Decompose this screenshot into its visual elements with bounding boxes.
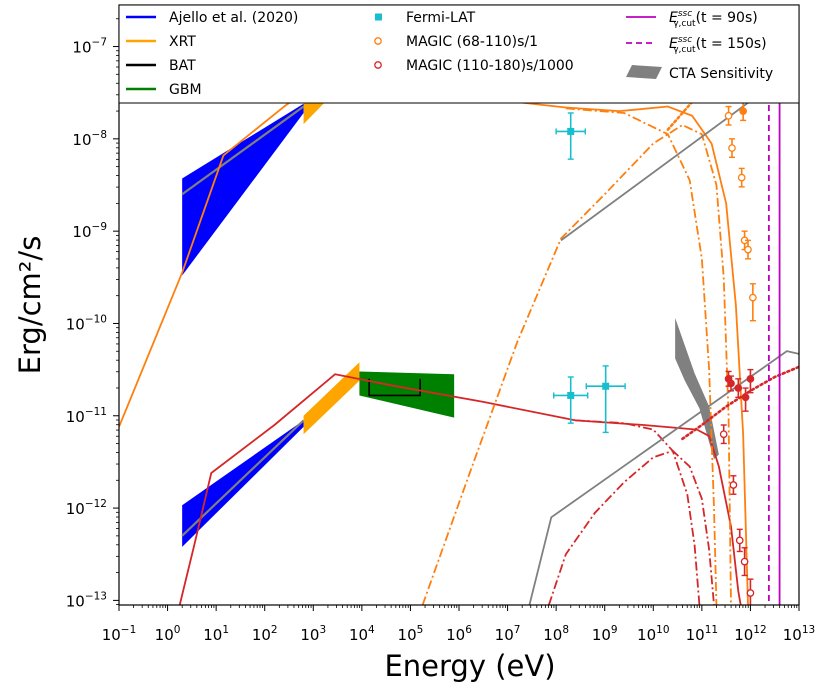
legend-xrt-label: XRT [169, 34, 196, 50]
magic1-point-6 [728, 144, 736, 152]
magic2-point-5 [719, 430, 728, 439]
y-tick-label--8: 10−8 [72, 129, 107, 149]
x-tick-label-1: 101 [203, 624, 229, 644]
magic2-point-7 [735, 536, 744, 545]
x-tick-label-8: 108 [543, 624, 569, 644]
ajello-model-line-1 [181, 419, 305, 537]
legend-fermi-label: Fermi-LAT [406, 10, 476, 26]
legend-bat-label: BAT [169, 58, 196, 74]
y-tick-label--12: 10−12 [66, 498, 107, 518]
magic1-point-9 [744, 245, 752, 254]
legend-ajello-label: Ajello et al. (2020) [169, 10, 298, 26]
x-tick-label-13: 1013 [783, 624, 815, 644]
y-tick-label--7: 10−7 [72, 37, 107, 57]
axis-ticks: 10−1 100 101 102 103 104 105 106 107 108 109 1010 10… [66, 18, 815, 644]
legend-box [118, 4, 800, 104]
series-line-6 [548, 449, 715, 605]
ajello-model-line-0 [181, 105, 305, 196]
series-line-9 [528, 350, 799, 605]
series-line-2 [565, 107, 718, 605]
legend-magic1-swatch [374, 37, 382, 45]
legend: Ajello et al. (2020) XRT BAT GBM Fermi-LAT MA… [118, 4, 800, 104]
legend-ecut150-label: Essc γ,cut(t = 150s) [669, 35, 767, 55]
magic2-point-4 [746, 374, 755, 383]
series-line-1 [178, 373, 742, 605]
x-tick-label-11: 1011 [686, 624, 718, 644]
x-tick-label-9: 109 [592, 624, 618, 644]
series-line-3 [421, 124, 732, 605]
band-ajello-upper [182, 103, 304, 276]
y-tick-label--11: 10−11 [66, 406, 107, 426]
x-tick-label-7: 107 [495, 624, 521, 644]
legend-cta-label: CTA Sensitivity [669, 66, 773, 82]
x-axis-label: Energy (eV) [384, 649, 555, 683]
fermi-point-1 [567, 391, 575, 399]
bat-bracket-1 [368, 378, 421, 397]
x-tick-label-10: 1010 [637, 624, 669, 644]
x-tick-label-12: 1012 [734, 624, 766, 644]
fermi-point-0 [567, 127, 575, 135]
x-tick-label-0: 100 [155, 624, 181, 644]
x-tick-label-3: 103 [300, 624, 326, 644]
magic1-point-10 [749, 293, 757, 302]
legend-cta-swatch [626, 65, 662, 79]
x-tick-label-5: 105 [398, 624, 424, 644]
x-tick-label-2: 102 [252, 624, 278, 644]
legend-magic2-swatch [374, 61, 382, 69]
magic2-point-1 [727, 379, 735, 388]
magic1-point-4 [739, 107, 747, 116]
legend-ecut90-label: Essc γ,cut(t = 90s) [669, 9, 758, 29]
band-ajello-lower [182, 420, 304, 547]
magic2-point-9 [746, 589, 755, 597]
magic2-point-3 [741, 393, 750, 402]
y-tick-label--9: 10−9 [72, 221, 107, 241]
y-tick-label--13: 10−13 [66, 590, 107, 610]
x-tick-label-6: 106 [446, 624, 472, 644]
magic2-point-2 [734, 384, 743, 392]
y-axis-label: Erg/cm²/s [13, 236, 47, 375]
magic1-point-5 [724, 111, 733, 120]
band-xrt-lower [303, 362, 360, 435]
x-tick-label--1: 10−1 [102, 624, 137, 644]
legend-fermi-swatch [375, 13, 382, 21]
magic1-point-7 [737, 173, 746, 182]
y-tick-label--10: 10−10 [66, 313, 107, 333]
band-cta-sensitivity [675, 317, 719, 460]
x-tick-label-4: 104 [349, 624, 375, 644]
series-line-0 [119, 69, 749, 605]
legend-gbm-label: GBM [169, 82, 202, 98]
magic2-point-8 [740, 557, 749, 566]
legend-magic2-label: MAGIC (110-180)s/1000 [406, 58, 574, 74]
legend-magic1-label: MAGIC (68-110)s/1 [406, 34, 538, 50]
magic2-point-6 [729, 481, 738, 489]
fermi-point-2 [602, 382, 610, 390]
